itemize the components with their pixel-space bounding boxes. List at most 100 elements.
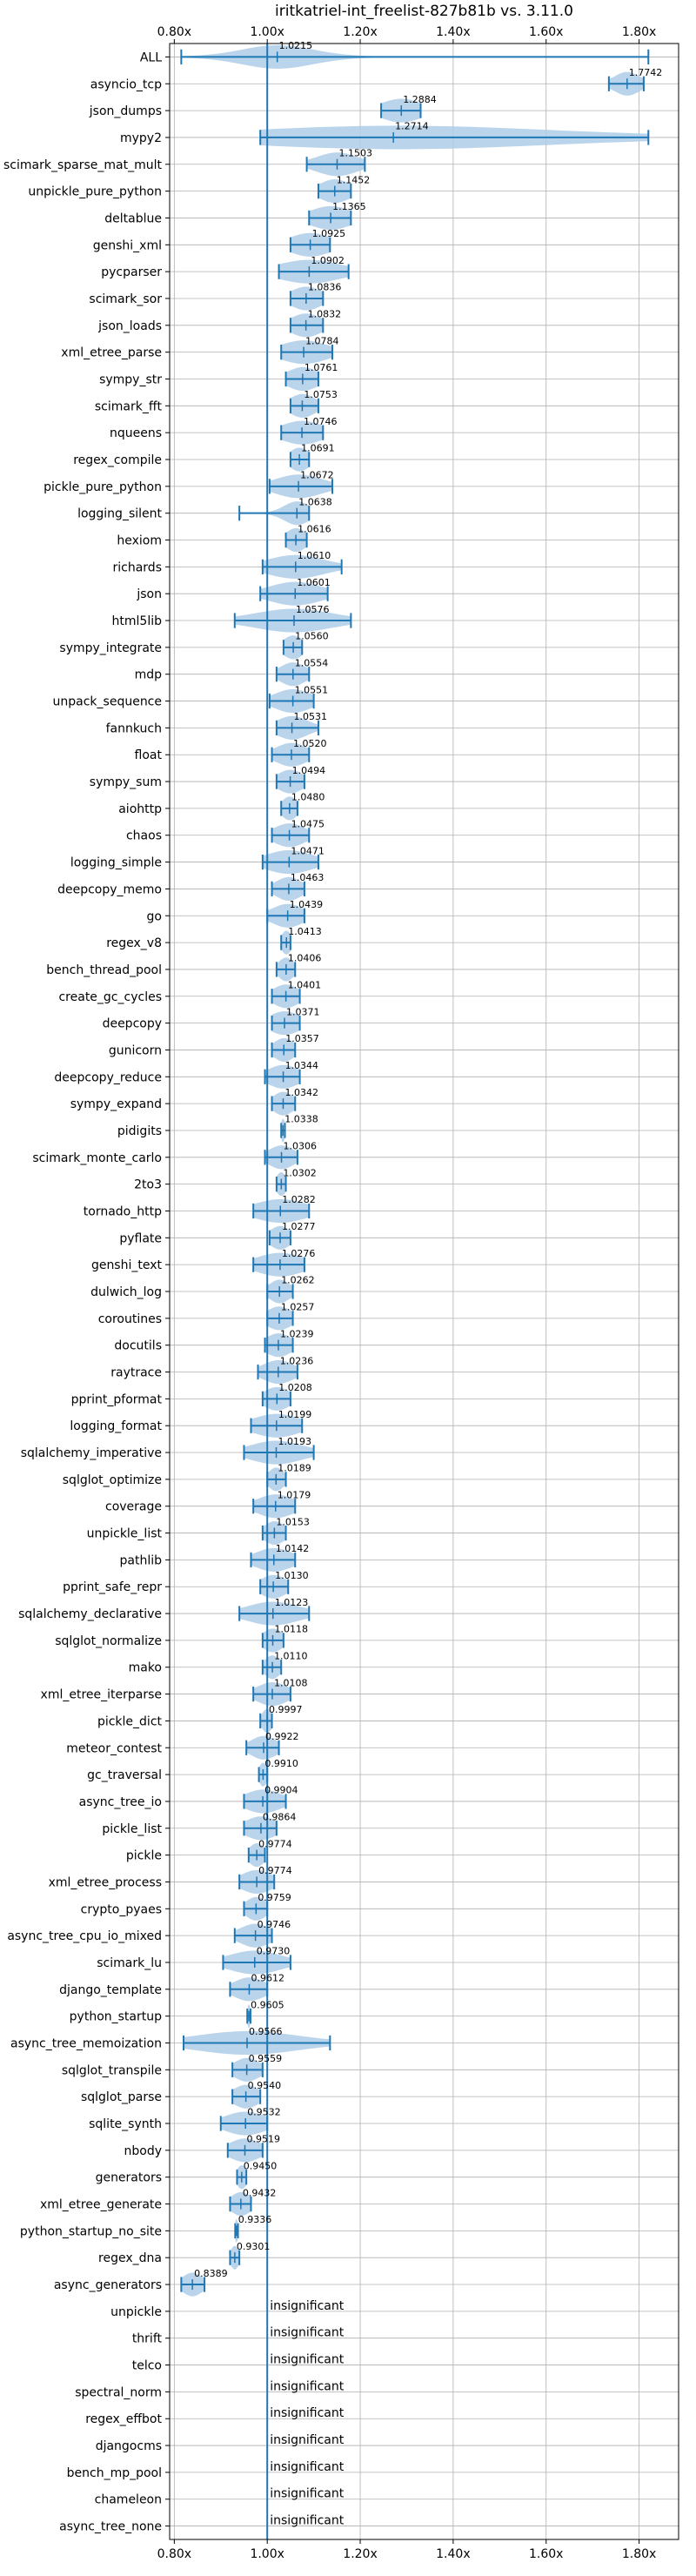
benchmark-label: nbody bbox=[124, 2144, 163, 2158]
median-value-label: 1.0746 bbox=[304, 416, 338, 427]
median-value-label: 1.0475 bbox=[291, 818, 325, 829]
x-tick-label-top: 1.00x bbox=[250, 25, 284, 39]
median-value-label: 1.0560 bbox=[295, 631, 329, 642]
median-value-label: 1.0189 bbox=[278, 1463, 311, 1474]
insignificant-label: insignificant bbox=[270, 2326, 345, 2340]
benchmark-label: regex_effbot bbox=[85, 2412, 162, 2426]
median-value-label: 1.0199 bbox=[278, 1409, 312, 1420]
median-value-label: 0.8389 bbox=[194, 2268, 228, 2279]
benchmark-label: python_startup bbox=[70, 2010, 162, 2024]
benchmark-label: xml_etree_iterparse bbox=[41, 1688, 162, 1702]
benchmark-label: sqlite_synth bbox=[89, 2117, 162, 2131]
benchmark-label: pickle_pure_python bbox=[44, 480, 162, 494]
benchmark-label: async_tree_memoization bbox=[10, 2036, 162, 2050]
median-value-label: 1.0610 bbox=[298, 550, 331, 561]
benchmark-label: deepcopy bbox=[103, 1017, 162, 1031]
median-value-label: 1.0576 bbox=[296, 604, 330, 615]
median-value-label: 1.0638 bbox=[298, 496, 332, 507]
benchmark-label: genshi_text bbox=[91, 1258, 163, 1272]
benchmark-label: pickle_dict bbox=[97, 1714, 163, 1728]
benchmark-label: unpickle_list bbox=[87, 1527, 163, 1541]
benchmark-label: logging_format bbox=[70, 1419, 162, 1433]
benchmark-label: scimark_sparse_mat_mult bbox=[3, 158, 162, 172]
median-value-label: 1.0413 bbox=[288, 926, 322, 937]
benchmark-label: scimark_fft bbox=[95, 399, 163, 413]
median-value-label: 1.0371 bbox=[286, 1006, 320, 1017]
benchmark-label: regex_v8 bbox=[106, 936, 162, 950]
median-value-label: 0.9519 bbox=[246, 2134, 280, 2145]
benchmark-label: dulwich_log bbox=[90, 1285, 162, 1299]
benchmark-label: pprint_safe_repr bbox=[63, 1580, 162, 1594]
violin-layer bbox=[181, 44, 649, 2297]
insignificant-label: insignificant bbox=[270, 2299, 345, 2313]
benchmark-label: sympy_expand bbox=[70, 1097, 162, 1111]
benchmark-label: xml_etree_process bbox=[49, 1875, 162, 1889]
median-value-label: 0.9540 bbox=[248, 2080, 282, 2091]
median-value-label: 1.0401 bbox=[288, 980, 322, 991]
benchmark-label: chameleon bbox=[95, 2493, 162, 2507]
benchmark-label: xml_etree_generate bbox=[40, 2198, 162, 2212]
benchmark-label: 2to3 bbox=[134, 1178, 162, 1192]
benchmark-label: asyncio_tcp bbox=[90, 77, 162, 91]
insignificant-label: insignificant bbox=[270, 2353, 345, 2367]
benchmark-label: crypto_pyaes bbox=[81, 1902, 162, 1916]
benchmark-label: pycparser bbox=[101, 265, 162, 279]
median-value-label: 1.0925 bbox=[312, 228, 346, 239]
median-value-label: 1.0282 bbox=[282, 1194, 316, 1205]
median-value-label: 1.0276 bbox=[282, 1248, 316, 1259]
median-value-label: 0.9774 bbox=[258, 1865, 292, 1876]
benchmark-label: bench_mp_pool bbox=[67, 2466, 162, 2480]
median-value-label: 1.0691 bbox=[301, 443, 335, 454]
benchmark-label: gc_traversal bbox=[87, 1768, 162, 1782]
median-value-label: 0.9774 bbox=[258, 1838, 292, 1849]
benchmark-label: async_tree_none bbox=[59, 2520, 162, 2534]
insignificant-label: insignificant bbox=[270, 2379, 345, 2393]
benchmark-label: genshi_xml bbox=[93, 238, 162, 252]
category-label-layer: ALL asyncio_tcp json_dumps mypy2 scimark_spa… bbox=[3, 50, 162, 2533]
median-value-label: 1.0130 bbox=[275, 1570, 309, 1581]
x-tick-label-bottom: 1.60x bbox=[529, 2547, 563, 2561]
median-value-label: 1.0463 bbox=[291, 872, 325, 883]
median-value-label: 1.0616 bbox=[298, 523, 331, 534]
median-value-label: 1.0123 bbox=[275, 1597, 309, 1608]
median-value-label: 0.9432 bbox=[243, 2187, 277, 2198]
median-value-label: 1.0277 bbox=[282, 1221, 316, 1232]
median-value-label: 1.0302 bbox=[283, 1167, 317, 1178]
x-tick-label-bottom: 1.00x bbox=[250, 2547, 284, 2561]
median-value-label: 0.9922 bbox=[265, 1731, 299, 1742]
median-value-label: 0.9997 bbox=[269, 1704, 303, 1715]
x-tick-label-bottom: 1.80x bbox=[622, 2547, 656, 2561]
median-value-label: 1.0257 bbox=[281, 1302, 315, 1313]
benchmark-label: mdp bbox=[135, 668, 163, 682]
benchmark-label: scimark_lu bbox=[97, 1956, 162, 1970]
median-value-label: 1.0110 bbox=[274, 1650, 308, 1661]
axis-layer: 0.80x 0.80x 1.00x 1.00x 1.20x 1.20x 1.40x 1.40x… bbox=[157, 25, 657, 2561]
median-value-label: 1.0142 bbox=[276, 1543, 310, 1554]
benchmark-label: json_loads bbox=[97, 319, 162, 333]
median-value-label: 1.0236 bbox=[280, 1355, 314, 1366]
median-value-label: 1.1365 bbox=[332, 201, 366, 212]
benchmark-label: ALL bbox=[140, 50, 162, 64]
benchmark-label: xml_etree_parse bbox=[61, 346, 162, 360]
median-value-label: 1.0306 bbox=[284, 1141, 318, 1152]
median-value-label: 1.0554 bbox=[295, 657, 329, 668]
benchmark-label: async_tree_io bbox=[79, 1795, 162, 1809]
x-tick-label-bottom: 1.40x bbox=[436, 2547, 470, 2561]
benchmark-label: pprint_pformat bbox=[71, 1392, 163, 1406]
benchmark-label: pidigits bbox=[117, 1124, 162, 1138]
median-value-label: 0.9612 bbox=[251, 1973, 284, 1984]
benchmark-label: mypy2 bbox=[120, 131, 162, 145]
insignificant-label: insignificant bbox=[270, 2514, 345, 2528]
benchmark-label: djangocms bbox=[96, 2439, 162, 2453]
median-value-label: 1.7742 bbox=[629, 67, 663, 78]
median-value-label: 1.0753 bbox=[304, 389, 338, 400]
median-value-label: 1.1503 bbox=[338, 148, 372, 159]
benchmark-label: float bbox=[135, 748, 163, 762]
benchmark-label: meteor_contest bbox=[66, 1741, 162, 1755]
benchmark-label: pathlib bbox=[120, 1553, 163, 1567]
benchmark-label: unpickle_pure_python bbox=[28, 185, 162, 199]
median-value-label: 1.0480 bbox=[291, 792, 325, 803]
benchmark-label: deepcopy_reduce bbox=[54, 1070, 162, 1084]
median-value-label: 1.0836 bbox=[308, 282, 342, 293]
benchmark-label: pickle_list bbox=[102, 1822, 162, 1836]
